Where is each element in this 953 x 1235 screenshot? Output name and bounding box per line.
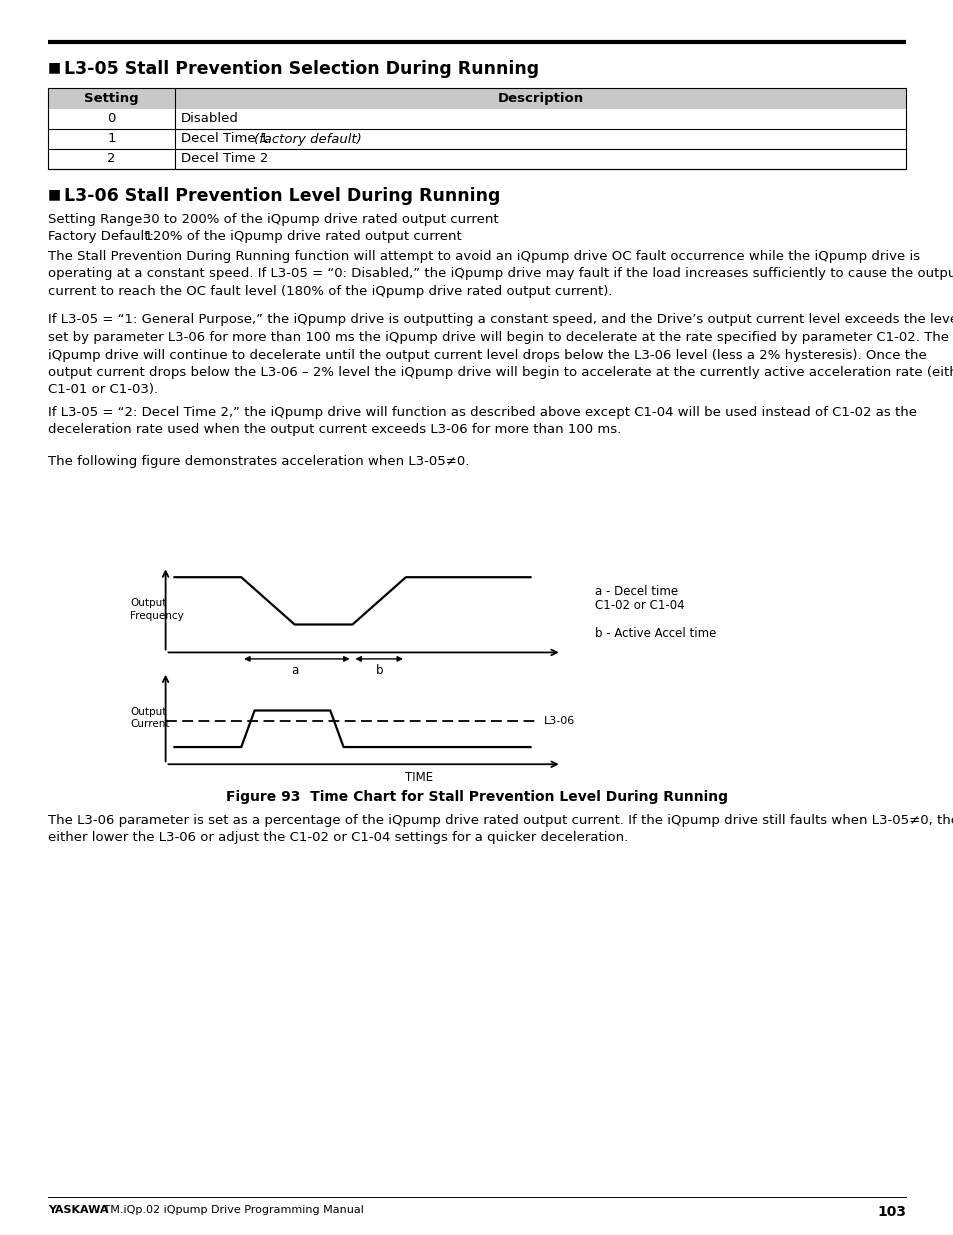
Text: ■: ■ [48, 186, 71, 201]
Text: If L3-05 = “2: Decel Time 2,” the iQpump drive will function as described above : If L3-05 = “2: Decel Time 2,” the iQpump… [48, 406, 916, 436]
Text: TIME: TIME [405, 771, 433, 784]
Text: 1: 1 [107, 132, 115, 146]
Text: The L3-06 parameter is set as a percentage of the iQpump drive rated output curr: The L3-06 parameter is set as a percenta… [48, 814, 953, 845]
Text: C1-02 or C1-04: C1-02 or C1-04 [595, 599, 684, 613]
Text: Description: Description [497, 91, 583, 105]
Text: Setting Range:: Setting Range: [48, 212, 147, 226]
Text: 103: 103 [876, 1205, 905, 1219]
Text: (factory default): (factory default) [253, 132, 361, 146]
Text: YASKAWA: YASKAWA [48, 1205, 109, 1215]
Text: Setting: Setting [84, 91, 139, 105]
Text: The Stall Prevention During Running function will attempt to avoid an iQpump dri: The Stall Prevention During Running func… [48, 249, 953, 298]
Text: 30 to 200% of the iQpump drive rated output current: 30 to 200% of the iQpump drive rated out… [130, 212, 498, 226]
Text: a: a [291, 664, 298, 677]
Text: Figure 93  Time Chart for Stall Prevention Level During Running: Figure 93 Time Chart for Stall Preventio… [226, 790, 727, 804]
Text: L3-06: L3-06 [543, 716, 575, 726]
Text: 2: 2 [107, 152, 115, 165]
Text: Disabled: Disabled [181, 112, 238, 126]
Text: b: b [375, 664, 382, 677]
Text: L3-06 Stall Prevention Level During Running: L3-06 Stall Prevention Level During Runn… [64, 186, 500, 205]
Text: a - Decel time: a - Decel time [595, 585, 678, 598]
Text: Output
Frequency: Output Frequency [130, 598, 184, 621]
Text: ■: ■ [48, 61, 71, 74]
Text: Decel Time 2: Decel Time 2 [181, 152, 268, 165]
Text: TM.iQp.02 iQpump Drive Programming Manual: TM.iQp.02 iQpump Drive Programming Manua… [100, 1205, 363, 1215]
Text: 0: 0 [107, 112, 115, 126]
Text: Output
Current: Output Current [130, 706, 170, 729]
Text: b - Active Accel time: b - Active Accel time [595, 627, 716, 640]
Text: Decel Time 1: Decel Time 1 [181, 132, 273, 146]
Text: L3-05 Stall Prevention Selection During Running: L3-05 Stall Prevention Selection During … [64, 61, 538, 78]
Text: The following figure demonstrates acceleration when L3-05≠0.: The following figure demonstrates accele… [48, 454, 469, 468]
Text: Factory Default:: Factory Default: [48, 230, 153, 243]
FancyBboxPatch shape [48, 88, 905, 109]
Text: 120% of the iQpump drive rated output current: 120% of the iQpump drive rated output cu… [136, 230, 461, 243]
Text: If L3-05 = “1: General Purpose,” the iQpump drive is outputting a constant speed: If L3-05 = “1: General Purpose,” the iQp… [48, 314, 953, 396]
